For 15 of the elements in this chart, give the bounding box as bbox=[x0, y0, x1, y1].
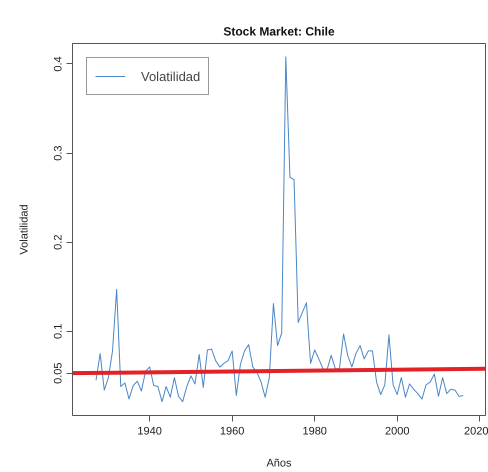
y-tick-label: 0.3 bbox=[52, 145, 64, 161]
x-tick-label: 1980 bbox=[302, 426, 327, 438]
y-tick-label: 0.1 bbox=[52, 324, 64, 339]
line-series bbox=[96, 56, 464, 402]
y-tick-label: 0.05 bbox=[52, 362, 64, 384]
y-axis-title: Volatilidad bbox=[18, 204, 30, 255]
x-axis-title: Años bbox=[266, 458, 292, 470]
x-tick-label: 2020 bbox=[464, 426, 488, 438]
legend-label: Volatilidad bbox=[141, 68, 200, 84]
y-tick-label: 0.2 bbox=[52, 234, 64, 250]
x-tick-label: 1960 bbox=[220, 426, 244, 438]
y-tick-label: 0.4 bbox=[52, 56, 64, 72]
x-tick-label: 2000 bbox=[384, 426, 410, 438]
chart-title: Stock Market: Chile bbox=[223, 24, 336, 38]
x-tick-label: 1940 bbox=[137, 426, 162, 438]
